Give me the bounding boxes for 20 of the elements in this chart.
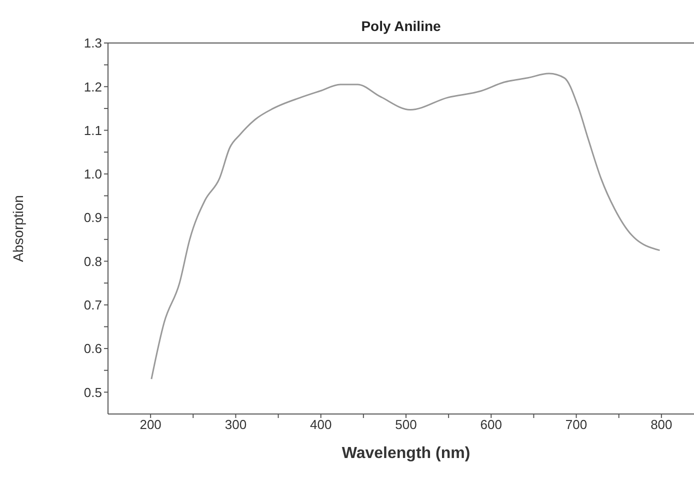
x-tick-label: 500 bbox=[395, 417, 417, 432]
x-tick-label: 800 bbox=[650, 417, 672, 432]
y-tick-label: 0.9 bbox=[84, 210, 102, 226]
chart-title: Poly Aniline bbox=[360, 18, 442, 34]
y-tick-label: 1.0 bbox=[84, 166, 102, 182]
y-tick-label: 0.8 bbox=[84, 254, 102, 269]
x-tick-label: 300 bbox=[224, 417, 247, 432]
y-tick-label: 1.2 bbox=[84, 79, 102, 94]
x-tick-label: 700 bbox=[565, 417, 588, 432]
y-tick-label: 1.1 bbox=[84, 122, 102, 138]
line-series bbox=[150, 72, 660, 380]
x-tick-label: 400 bbox=[310, 417, 332, 432]
x-tick-label: 200 bbox=[140, 417, 162, 432]
x-axis-title: Wavelength (nm) bbox=[342, 445, 470, 462]
y-tick-label: 1.3 bbox=[84, 36, 102, 51]
y-axis-title: Absorption bbox=[10, 195, 26, 262]
x-tick-label: 600 bbox=[480, 417, 502, 432]
y-tick-label: 0.6 bbox=[84, 341, 102, 356]
y-tick-label: 0.5 bbox=[84, 384, 102, 400]
y-tick-label: 0.7 bbox=[84, 297, 102, 312]
